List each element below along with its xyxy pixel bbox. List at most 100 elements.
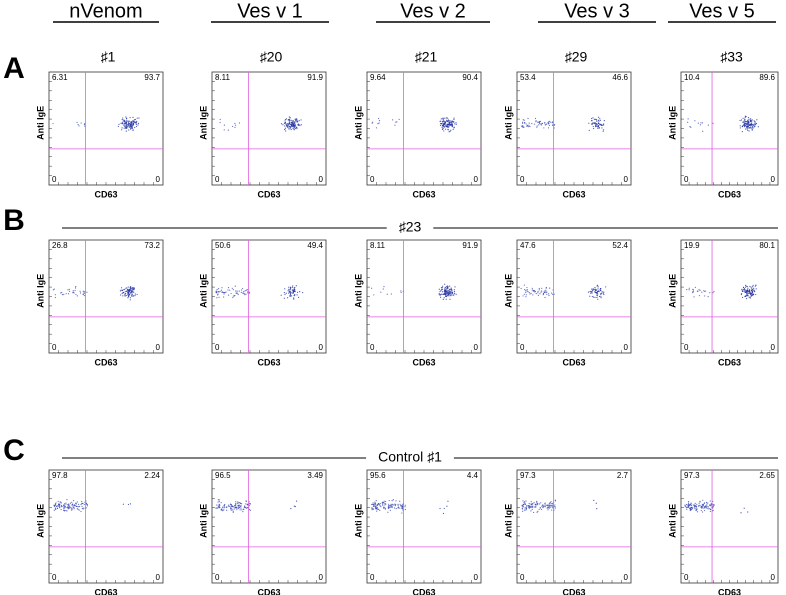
cell-dot — [74, 289, 76, 292]
cell-dot — [122, 295, 124, 297]
cell-dot — [443, 293, 445, 296]
cell-dot — [231, 125, 234, 128]
cell-dot — [125, 120, 127, 122]
cell-dot — [547, 509, 549, 511]
quadrant-label: 6.31 — [52, 73, 68, 82]
cell-dot — [744, 286, 747, 288]
cell-dot — [135, 122, 137, 124]
cell-dot — [742, 290, 744, 292]
cell-dot — [450, 293, 452, 295]
cell-dot — [81, 507, 84, 509]
cell-dot — [229, 505, 231, 508]
cell-dot — [447, 293, 450, 295]
cell-dot — [448, 125, 450, 127]
cell-dot — [377, 508, 379, 510]
cell-dot — [83, 292, 85, 295]
cell-dot — [524, 503, 527, 506]
quadrant-label: 0 — [684, 573, 689, 582]
cell-dot — [294, 127, 296, 130]
cell-dot — [232, 295, 234, 297]
cell-dot — [438, 288, 440, 290]
cell-dot — [451, 290, 453, 292]
cell-dot — [384, 504, 386, 506]
cell-dot — [701, 122, 704, 124]
cell-dot — [703, 506, 706, 508]
cell-dot — [743, 288, 746, 290]
cell-dot — [445, 290, 447, 292]
quadrant-label: 53.4 — [520, 73, 536, 82]
cell-dot — [216, 504, 218, 506]
cell-dot — [541, 290, 543, 292]
cell-dot — [234, 285, 236, 287]
cell-dot — [218, 506, 220, 508]
cell-dot — [296, 294, 298, 296]
cell-dot — [603, 120, 605, 122]
cell-dot — [292, 127, 294, 129]
cell-dot — [76, 505, 78, 508]
row-title: ♯23 — [399, 219, 422, 235]
cell-dot — [752, 284, 754, 286]
x-axis-label: CD63 — [718, 357, 741, 367]
cell-dot — [748, 124, 750, 127]
cell-dot — [238, 122, 241, 124]
cell-dot — [544, 296, 546, 299]
cell-dot — [750, 127, 752, 129]
cell-dot — [291, 286, 294, 288]
plot-frame — [48, 71, 164, 186]
cell-dot — [217, 499, 219, 501]
cell-dot — [600, 123, 602, 126]
cell-dot — [757, 126, 759, 128]
cell-dot — [538, 503, 541, 505]
cell-dot — [543, 122, 546, 124]
cell-dot — [450, 121, 452, 124]
cell-dot — [131, 290, 133, 292]
cell-dot — [547, 121, 550, 123]
cell-dot — [235, 292, 237, 294]
cell-dot — [61, 294, 64, 296]
cell-dot — [597, 286, 599, 288]
cell-dot — [133, 289, 135, 291]
column-header: Ves v 5 — [689, 0, 755, 22]
cell-dot — [391, 506, 393, 509]
cell-dot — [219, 290, 221, 293]
cell-dot — [700, 509, 702, 512]
cell-dot — [747, 511, 749, 513]
cell-dot — [131, 120, 133, 122]
cell-dot — [705, 501, 708, 504]
plot-frame — [48, 239, 164, 354]
plot-frame — [516, 469, 632, 584]
cell-dot — [219, 118, 221, 121]
cell-dot — [746, 121, 749, 123]
cell-dot — [741, 296, 744, 299]
cell-dot — [602, 129, 605, 131]
cell-dot — [741, 130, 743, 133]
cell-dot — [525, 291, 527, 294]
cell-dot — [241, 503, 243, 505]
cell-dot — [80, 503, 82, 506]
cell-dot — [747, 294, 749, 297]
cell-dot — [442, 117, 444, 119]
cell-dot — [746, 122, 748, 124]
cell-dot — [550, 501, 552, 503]
cell-dot — [130, 287, 132, 289]
quadrant-label: 0 — [370, 175, 375, 184]
cell-dot — [551, 503, 553, 505]
cell-dot — [600, 297, 602, 299]
cell-dot — [121, 292, 123, 295]
cell-dot — [387, 503, 390, 505]
cell-dot — [593, 499, 595, 502]
cell-dot — [688, 289, 690, 291]
cell-dot — [236, 506, 238, 508]
cell-dot — [687, 121, 689, 123]
quadrant-label: 19.9 — [684, 241, 700, 250]
cell-dot — [395, 508, 397, 510]
cell-dot — [742, 117, 744, 119]
cell-dot — [289, 295, 291, 297]
cell-dot — [218, 291, 220, 293]
cell-dot — [453, 121, 455, 123]
cell-dot — [296, 126, 298, 128]
cell-dot — [129, 503, 132, 505]
cell-dot — [72, 505, 74, 507]
column-header: nVenom — [69, 0, 142, 22]
cell-dot — [55, 508, 57, 510]
